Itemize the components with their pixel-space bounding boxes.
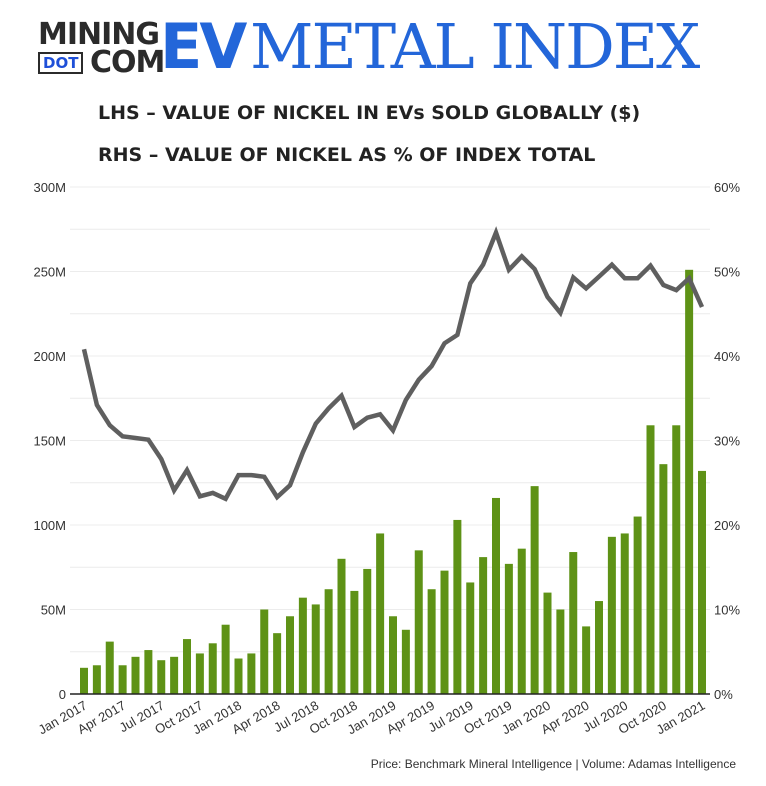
bar [157, 660, 166, 694]
bar [607, 536, 616, 694]
bar [105, 641, 114, 694]
percent-line [81, 226, 705, 502]
left-tick-label: 200M [33, 349, 66, 364]
bar [492, 497, 500, 694]
bar [363, 568, 372, 694]
right-tick-label: 0% [714, 687, 733, 702]
source-note: Price: Benchmark Mineral Intelligence | … [370, 757, 736, 771]
bar [582, 626, 591, 694]
bar [504, 563, 513, 694]
bar [324, 589, 333, 694]
bar [337, 558, 346, 694]
left-tick-label: 100M [33, 518, 66, 533]
bar [466, 582, 475, 694]
left-tick-label: 50M [41, 603, 66, 618]
subtitle-rhs: RHS – VALUE OF NICKEL AS % OF INDEX TOTA… [98, 144, 596, 166]
bar [659, 464, 668, 694]
bar [672, 425, 681, 694]
bar [311, 604, 320, 694]
right-tick-label: 20% [714, 518, 740, 533]
bar [427, 589, 436, 694]
bar [569, 552, 578, 694]
bar [479, 557, 488, 694]
subtitle-lhs: LHS – VALUE OF NICKEL IN EVs SOLD GLOBAL… [98, 102, 641, 124]
bar [80, 667, 88, 694]
bar [260, 609, 269, 694]
bar [376, 533, 385, 694]
logo-mining: MINING [38, 17, 160, 52]
left-tick-label: 250M [33, 265, 66, 280]
bar [350, 590, 359, 694]
logo-com: COM [90, 45, 165, 80]
logo-dot: DOT [38, 52, 84, 74]
bar [633, 516, 642, 694]
logo-ev: EV [160, 10, 247, 83]
bar [234, 658, 243, 694]
bar [131, 656, 140, 694]
right-tick-label: 50% [714, 265, 740, 280]
bar [556, 609, 565, 694]
bar [118, 665, 127, 694]
bar [286, 616, 294, 694]
bar [698, 470, 706, 694]
right-tick-label: 40% [714, 349, 740, 364]
bar [440, 570, 449, 694]
right-tick-label: 10% [714, 603, 740, 618]
bar [595, 601, 603, 694]
left-tick-label: 300M [33, 180, 66, 195]
bar [530, 486, 539, 694]
bar [298, 597, 307, 694]
bar [208, 643, 217, 694]
bar [92, 665, 101, 694]
bar [221, 624, 230, 694]
left-tick-label: 150M [33, 434, 66, 449]
bar [453, 519, 462, 694]
bar [273, 633, 282, 694]
bar [170, 656, 179, 694]
right-tick-label: 30% [714, 434, 740, 449]
left-tick-label: 0 [59, 687, 66, 702]
bar [144, 650, 153, 694]
right-tick-label: 60% [714, 180, 740, 195]
bar [401, 629, 410, 694]
bar [389, 616, 397, 694]
bar [517, 548, 526, 694]
bar [620, 533, 629, 694]
bar [646, 425, 655, 694]
bar [247, 653, 256, 694]
logo-metal-index: METAL INDEX [250, 10, 700, 83]
bar [543, 592, 552, 694]
bar [195, 653, 204, 694]
bar [183, 639, 191, 694]
bar [685, 269, 694, 694]
bar [414, 550, 423, 694]
